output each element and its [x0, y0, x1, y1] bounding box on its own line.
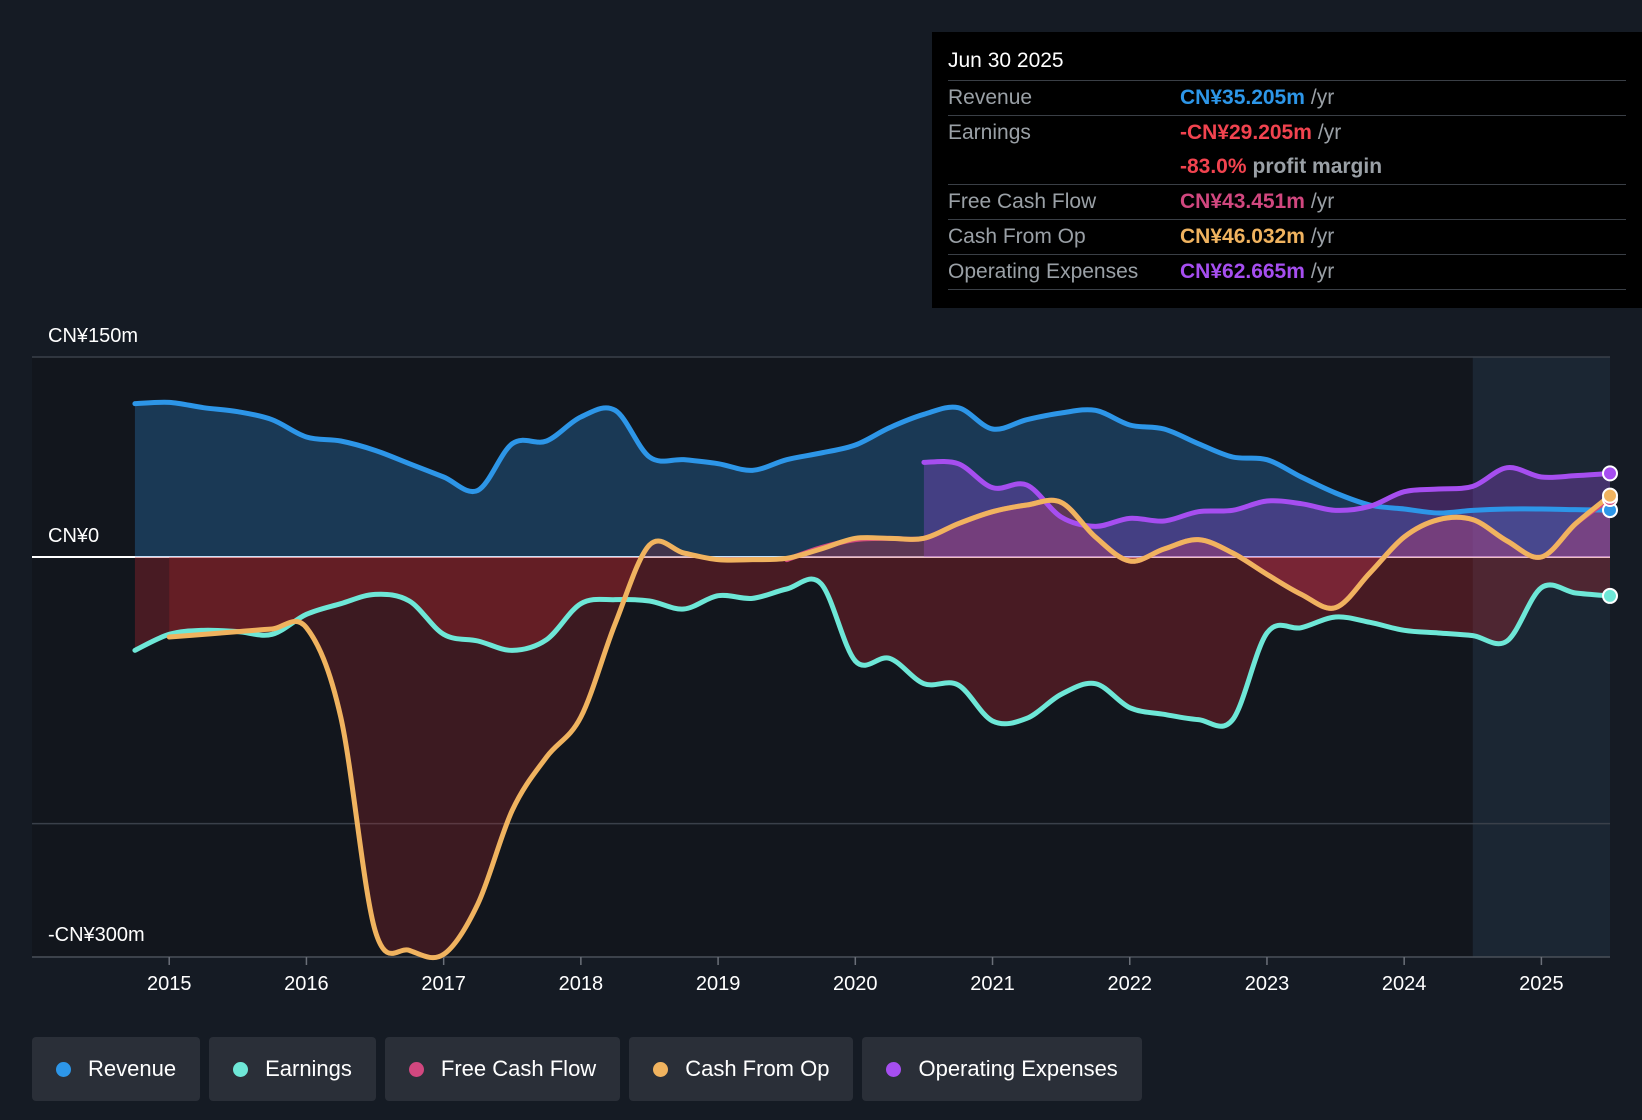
tooltip-unit: profit margin [1252, 155, 1383, 178]
area-cash-from-op [169, 495, 1610, 958]
legend-item-cash-from-op[interactable]: Cash From Op [629, 1037, 854, 1101]
legend-dot-icon [886, 1061, 902, 1077]
x-tick-label: 2022 [1107, 973, 1152, 995]
tooltip-value: -83.0% [1180, 155, 1247, 178]
tooltip-label: Cash From Op [948, 225, 1086, 248]
x-tick-label: 2023 [1245, 973, 1290, 995]
tooltip-row-opex: Operating Expenses CN¥62.665m /yr [948, 255, 1626, 290]
tooltip-value: CN¥35.205m [1180, 86, 1305, 109]
x-tick-label: 2021 [970, 973, 1015, 995]
legend-label: Revenue [88, 1056, 177, 1081]
area-free-cash-flow [786, 499, 1610, 609]
forecast-band [1472, 357, 1610, 957]
plot-background [32, 357, 1610, 957]
tooltip-unit: /yr [1310, 86, 1335, 109]
endpoint-earnings [1602, 587, 1618, 604]
tooltip-unit: /yr [1310, 260, 1335, 283]
tooltip-unit: /yr [1310, 225, 1335, 248]
legend-item-earnings[interactable]: Earnings [209, 1037, 376, 1101]
legend: Revenue Earnings Free Cash Flow Cash Fro… [32, 1037, 1142, 1101]
endpoint-operating-expenses [1602, 465, 1618, 482]
y-tick-label: CN¥0 [48, 525, 99, 547]
x-tick-label: 2019 [696, 973, 741, 995]
x-tick-label: 2017 [421, 973, 466, 995]
x-tick-label: 2020 [833, 973, 878, 995]
tooltip-value: CN¥62.665m [1180, 260, 1305, 283]
y-tick-label: CN¥150m [48, 325, 138, 347]
legend-item-revenue[interactable]: Revenue [32, 1037, 201, 1101]
tooltip-row-cfo: Cash From Op CN¥46.032m /yr [948, 220, 1626, 255]
legend-item-free-cash-flow[interactable]: Free Cash Flow [384, 1037, 621, 1101]
line-operating-expenses [921, 458, 1613, 529]
line-cash-from-op [166, 493, 1613, 961]
tooltip-unit: /yr [1317, 121, 1342, 144]
legend-dot-icon [233, 1061, 249, 1077]
legend-label: Free Cash Flow [440, 1056, 597, 1081]
tooltip-value: -CN¥29.205m [1180, 121, 1312, 144]
tooltip-row-fcf: Free Cash Flow CN¥43.451m /yr [948, 185, 1626, 220]
tooltip-row-profit-margin: -83.0% profit margin [948, 150, 1626, 185]
x-tick-label: 2024 [1382, 973, 1427, 995]
x-tick-label: 2015 [147, 973, 192, 995]
x-tick-label: 2018 [559, 973, 604, 995]
y-tick-label: -CN¥300m [48, 924, 145, 946]
tooltip-label: Earnings [948, 121, 1031, 144]
tooltip-value: CN¥46.032m [1180, 225, 1305, 248]
tooltip-label: Free Cash Flow [948, 190, 1097, 213]
endpoint-cash-from-op [1602, 487, 1618, 504]
legend-item-operating-expenses[interactable]: Operating Expenses [862, 1037, 1142, 1101]
area-earnings [134, 557, 1610, 727]
x-tick-label: 2016 [284, 973, 329, 995]
tooltip-date: Jun 30 2025 [948, 46, 1626, 81]
x-tick-label: 2025 [1519, 973, 1564, 995]
legend-dot-icon [408, 1061, 424, 1077]
tooltip-label [948, 150, 1180, 184]
legend-dot-icon [653, 1061, 669, 1077]
tooltip-panel: Jun 30 2025 Revenue CN¥35.205m /yr Earni… [932, 32, 1642, 308]
tooltip-value: CN¥43.451m [1180, 190, 1305, 213]
legend-label: Cash From Op [685, 1056, 830, 1081]
tooltip-unit: /yr [1310, 190, 1335, 213]
line-revenue [132, 399, 1613, 516]
legend-label: Earnings [265, 1056, 352, 1081]
tooltip-label: Revenue [948, 86, 1033, 109]
tooltip-row-earnings: Earnings -CN¥29.205m /yr [948, 116, 1626, 150]
area-operating-expenses [923, 461, 1610, 557]
area-revenue [134, 402, 1610, 557]
legend-label: Operating Expenses [918, 1056, 1118, 1081]
line-earnings [132, 576, 1613, 729]
tooltip-label: Operating Expenses [948, 260, 1139, 283]
legend-dot-icon [56, 1061, 71, 1077]
tooltip-row-revenue: Revenue CN¥35.205m /yr [948, 81, 1626, 116]
